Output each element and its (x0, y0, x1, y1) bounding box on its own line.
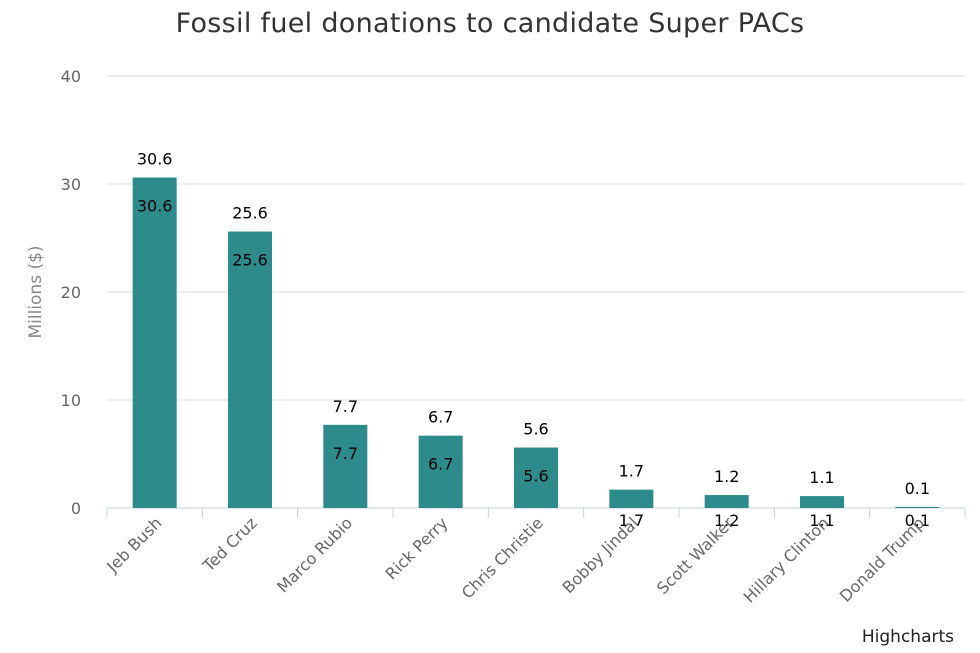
bar (323, 424, 368, 508)
x-category-label: Marco Rubio (273, 513, 356, 596)
x-category-label: Hillary Clinton (740, 513, 833, 606)
credits-text[interactable]: Highcharts (861, 627, 954, 647)
data-label-above: 5.6 (523, 420, 548, 439)
data-label-above: 30.6 (137, 150, 173, 169)
data-label-inside: 7.7 (333, 444, 358, 463)
data-label-above: 0.1 (905, 479, 930, 498)
bar (704, 495, 749, 508)
data-label-inside: 25.6 (232, 251, 268, 270)
data-label-above: 1.7 (619, 462, 644, 481)
x-category-label: Rick Perry (382, 513, 452, 583)
y-tick-label: 0 (71, 499, 81, 518)
data-label-inside: 5.6 (523, 467, 548, 486)
data-label-inside: 1.2 (714, 511, 739, 530)
x-category-label: Scott Walker (653, 513, 738, 598)
x-category-label: Chris Christie (458, 513, 547, 602)
bar (132, 177, 177, 508)
data-label-inside: 1.7 (619, 511, 644, 530)
x-category-label: Bobby Jindal (558, 513, 642, 597)
bar (800, 496, 844, 508)
bar (514, 447, 558, 508)
data-label-inside: 1.1 (809, 511, 834, 530)
data-label-above: 1.1 (809, 468, 834, 487)
data-label-above: 6.7 (428, 408, 453, 427)
bar (418, 435, 463, 508)
y-axis-title: Millions ($) (26, 245, 46, 338)
data-label-above: 7.7 (333, 397, 358, 416)
bar (895, 506, 940, 508)
y-tick-label: 40 (61, 67, 81, 86)
x-category-label: Jeb Bush (102, 513, 165, 576)
y-tick-label: 20 (61, 283, 81, 302)
bar (228, 231, 272, 508)
data-label-inside: 0.1 (905, 511, 930, 530)
y-tick-label: 30 (61, 175, 81, 194)
chart-title: Fossil fuel donations to candidate Super… (175, 8, 805, 39)
data-label-above: 25.6 (232, 204, 268, 223)
data-label-inside: 6.7 (428, 455, 453, 474)
data-label-above: 1.2 (714, 467, 739, 486)
bar (609, 489, 654, 508)
x-category-label: Donald Trump (836, 513, 928, 605)
y-tick-label: 10 (61, 391, 81, 410)
x-category-label: Ted Cruz (198, 513, 261, 576)
data-label-inside: 30.6 (137, 197, 173, 216)
